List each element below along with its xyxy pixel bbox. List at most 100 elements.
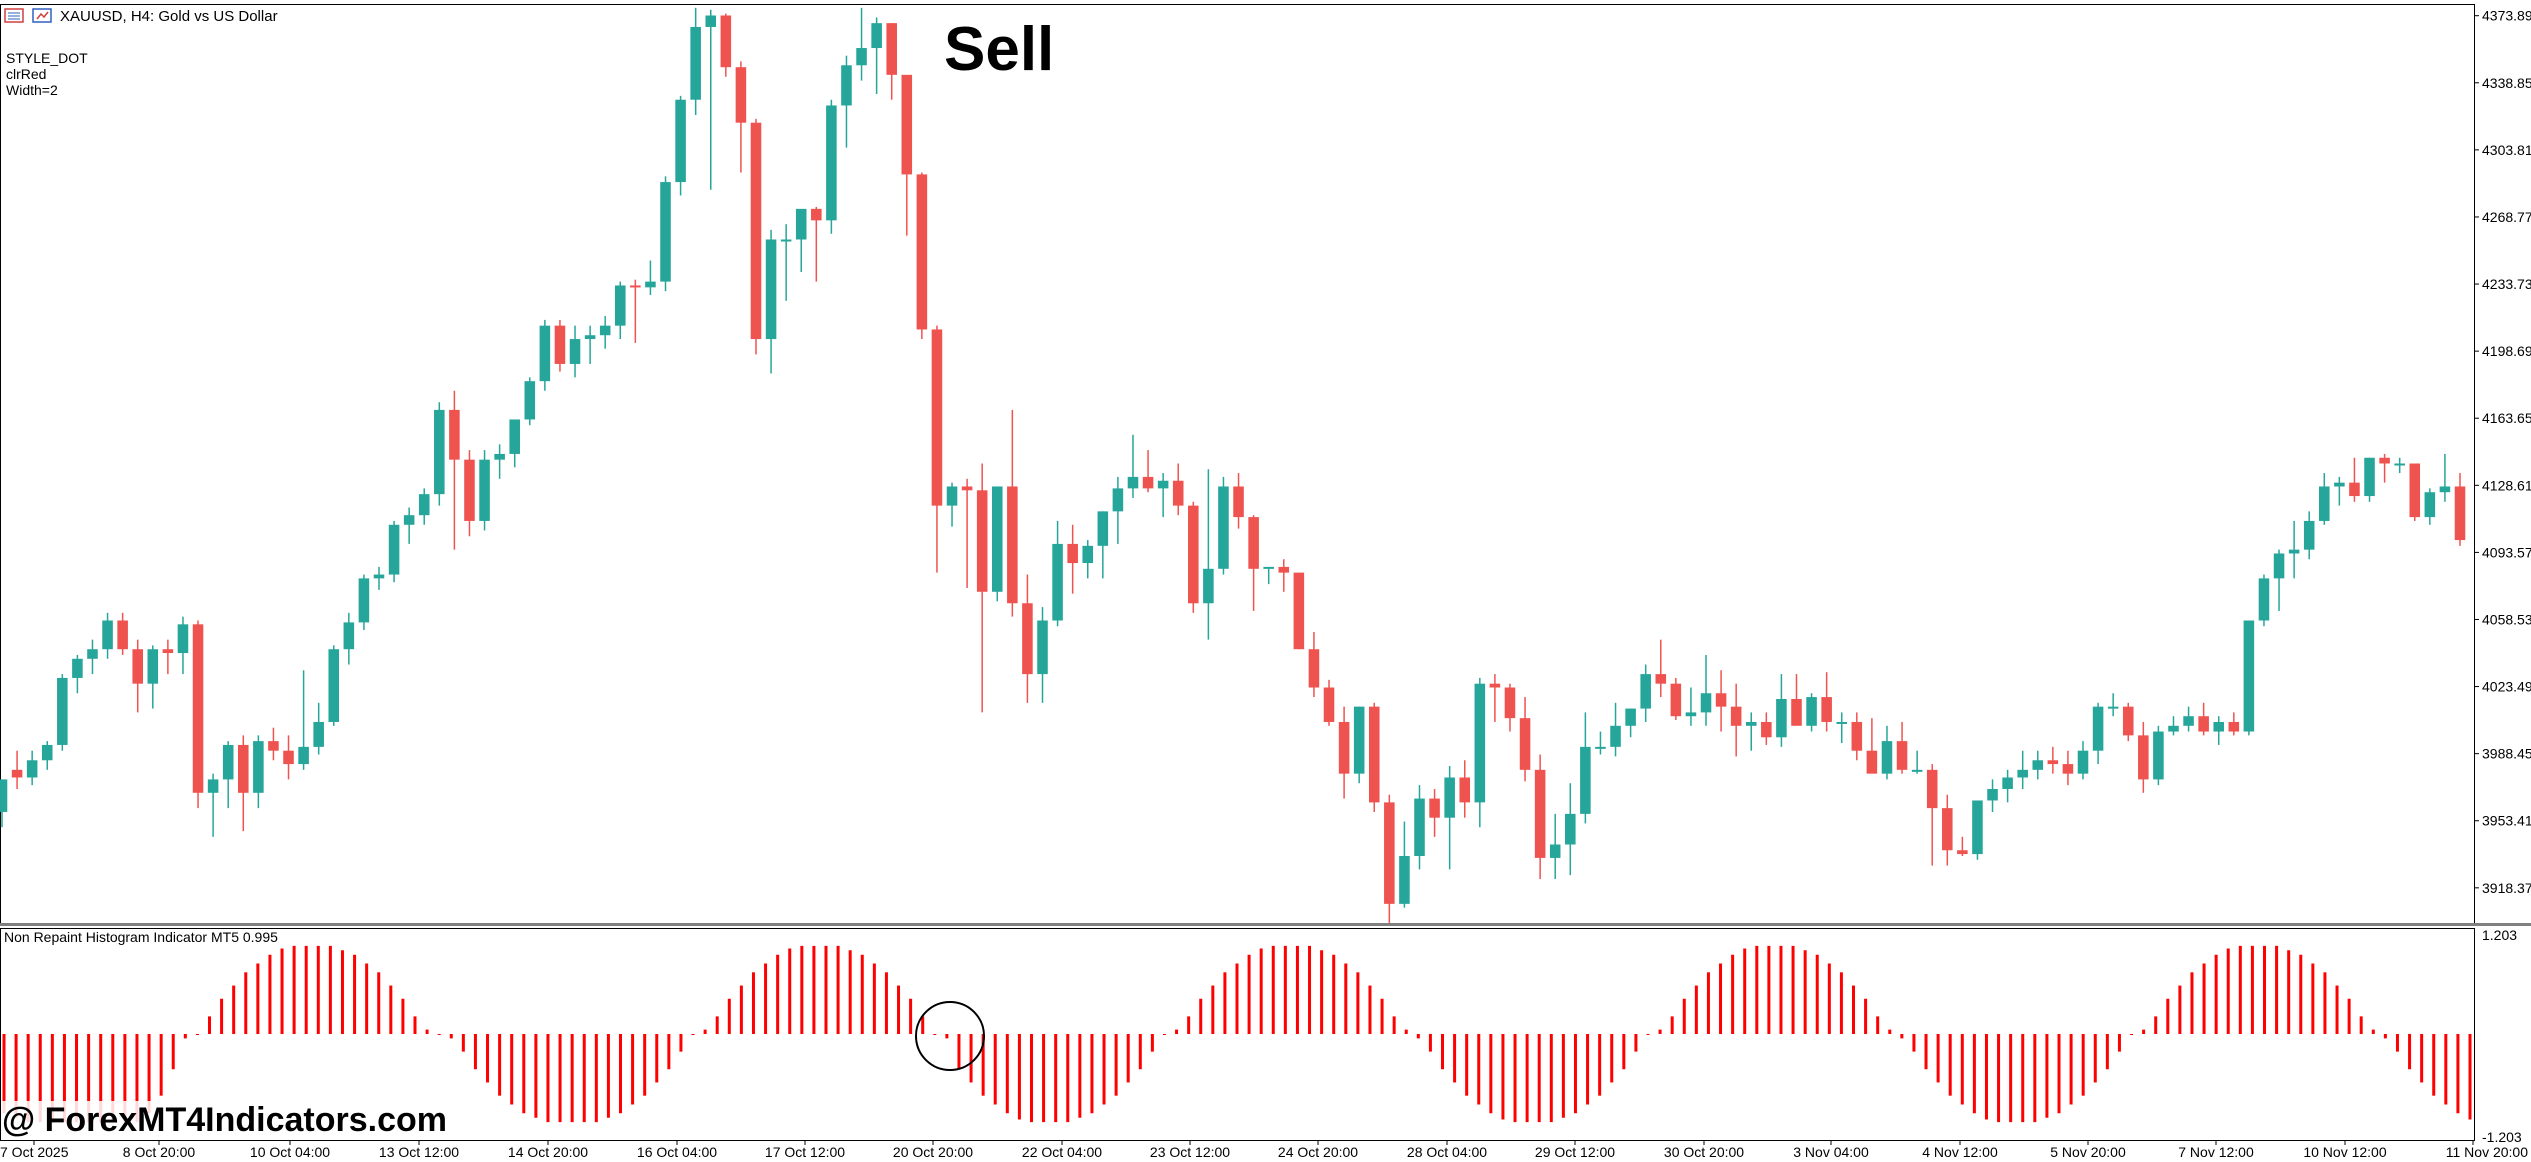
bull-candle[interactable] (87, 649, 98, 659)
bull-candle[interactable] (795, 208, 807, 240)
bear-candle[interactable] (2122, 706, 2134, 736)
bear-candle[interactable] (1534, 769, 1546, 858)
bull-candle[interactable] (599, 325, 611, 336)
bear-candle[interactable] (811, 208, 822, 221)
bull-candle[interactable] (479, 459, 490, 521)
bear-candle[interactable] (449, 409, 460, 460)
bull-candle[interactable] (690, 26, 701, 100)
bull-candle[interactable] (1127, 476, 1139, 489)
bull-candle[interactable] (2168, 725, 2179, 732)
bear-candle[interactable] (11, 769, 23, 778)
bear-candle[interactable] (1459, 777, 1471, 803)
bull-candle[interactable] (1203, 568, 1214, 604)
bear-candle[interactable] (1957, 850, 1968, 855)
bear-candle[interactable] (192, 624, 204, 793)
bull-candle[interactable] (2017, 769, 2028, 778)
bull-candle[interactable] (222, 744, 234, 780)
bear-candle[interactable] (2062, 764, 2074, 774)
bear-candle[interactable] (1323, 687, 1335, 722)
bull-candle[interactable] (675, 99, 686, 183)
bear-candle[interactable] (1142, 476, 1154, 489)
bull-candle[interactable] (2032, 760, 2044, 770)
bull-candle[interactable] (1776, 698, 1787, 738)
bull-candle[interactable] (539, 325, 551, 382)
bull-candle[interactable] (2153, 731, 2164, 780)
bear-candle[interactable] (961, 486, 973, 491)
bear-candle[interactable] (2454, 486, 2466, 541)
bull-candle[interactable] (207, 779, 219, 793)
bear-candle[interactable] (750, 122, 762, 340)
bull-candle[interactable] (1474, 683, 1486, 803)
bull-candle[interactable] (765, 239, 777, 340)
bull-candle[interactable] (1745, 721, 1757, 726)
bull-candle[interactable] (660, 182, 671, 282)
bear-candle[interactable] (1821, 697, 1832, 722)
bear-candle[interactable] (1248, 517, 1259, 569)
bear-candle[interactable] (283, 750, 294, 765)
bear-candle[interactable] (2379, 457, 2390, 464)
bear-candle[interactable] (1655, 674, 1667, 684)
bull-candle[interactable] (313, 721, 324, 747)
bull-candle[interactable] (1972, 800, 1983, 855)
bear-candle[interactable] (2228, 721, 2240, 732)
bull-candle[interactable] (1399, 855, 1410, 904)
bull-candle[interactable] (343, 622, 355, 650)
bull-candle[interactable] (1052, 543, 1063, 621)
bull-candle[interactable] (2424, 492, 2436, 518)
bear-candle[interactable] (886, 23, 897, 75)
bull-candle[interactable] (2107, 706, 2119, 709)
bull-candle[interactable] (871, 23, 882, 49)
bull-candle[interactable] (2334, 482, 2345, 487)
bear-candle[interactable] (2047, 760, 2059, 765)
bull-candle[interactable] (2002, 777, 2013, 789)
bear-candle[interactable] (554, 325, 566, 364)
bear-candle[interactable] (1851, 721, 1863, 751)
bull-candle[interactable] (826, 105, 837, 221)
bull-candle[interactable] (614, 285, 626, 326)
bull-candle[interactable] (1263, 566, 1274, 569)
bull-candle[interactable] (418, 494, 430, 516)
bull-candle[interactable] (1836, 721, 1848, 724)
bull-candle[interactable] (991, 486, 1003, 592)
bull-candle[interactable] (780, 239, 792, 242)
bull-candle[interactable] (388, 524, 400, 575)
bear-candle[interactable] (1761, 721, 1772, 738)
bear-candle[interactable] (1308, 649, 1320, 688)
bear-candle[interactable] (630, 285, 641, 288)
bull-candle[interactable] (1881, 741, 1893, 774)
bull-candle[interactable] (1082, 545, 1094, 564)
bull-candle[interactable] (298, 746, 309, 765)
bull-candle[interactable] (1112, 488, 1124, 512)
bull-candle[interactable] (102, 620, 113, 650)
bull-candle[interactable] (1565, 813, 1576, 845)
bull-candle[interactable] (705, 15, 717, 27)
bear-candle[interactable] (1384, 802, 1395, 904)
chart-list-icon[interactable] (4, 8, 24, 23)
bear-candle[interactable] (1504, 687, 1516, 719)
bull-candle[interactable] (524, 381, 536, 420)
bear-candle[interactable] (976, 490, 988, 592)
bear-candle[interactable] (1338, 721, 1350, 774)
bull-candle[interactable] (2303, 520, 2315, 550)
bull-candle[interactable] (373, 574, 385, 579)
bull-candle[interactable] (1580, 746, 1591, 814)
bear-candle[interactable] (2138, 735, 2149, 780)
bull-candle[interactable] (41, 744, 53, 761)
bull-candle[interactable] (2243, 620, 2255, 732)
bull-candle[interactable] (0, 779, 8, 812)
bear-candle[interactable] (117, 620, 128, 650)
bull-candle[interactable] (2092, 706, 2104, 751)
bear-candle[interactable] (1293, 572, 1305, 650)
bull-candle[interactable] (1700, 693, 1712, 713)
bull-candle[interactable] (946, 486, 958, 506)
bull-candle[interactable] (147, 649, 159, 684)
bull-candle[interactable] (494, 453, 505, 460)
bull-candle[interactable] (2258, 578, 2270, 621)
bull-candle[interactable] (57, 677, 68, 745)
bull-candle[interactable] (569, 339, 581, 364)
bull-candle[interactable] (1549, 844, 1561, 858)
bull-candle[interactable] (1640, 674, 1651, 709)
bull-candle[interactable] (2439, 486, 2451, 493)
bear-candle[interactable] (735, 67, 747, 123)
bull-candle[interactable] (2394, 463, 2405, 466)
